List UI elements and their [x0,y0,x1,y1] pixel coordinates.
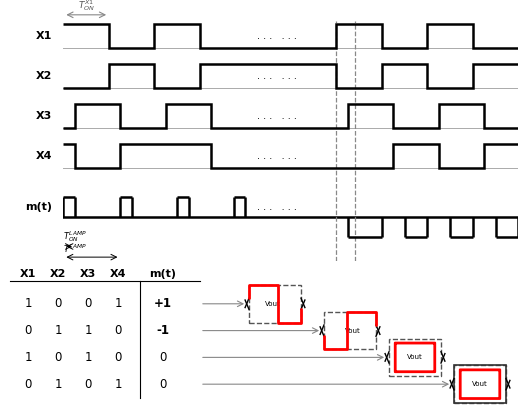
Text: 1: 1 [84,324,92,337]
Text: 0: 0 [24,324,32,337]
Text: . . .   . . .: . . . . . . [258,71,297,81]
Text: Vout: Vout [407,355,423,360]
Text: X1: X1 [20,269,36,279]
Text: . . .   . . .: . . . . . . [258,31,297,41]
Text: X2: X2 [36,71,52,81]
Text: . . .   . . .: . . . . . . [258,202,297,212]
Text: X2: X2 [50,269,66,279]
Text: 0: 0 [159,351,167,364]
Text: 1: 1 [114,378,122,391]
Text: -1: -1 [157,324,169,337]
Text: 1: 1 [54,378,62,391]
Text: +1: +1 [154,297,172,310]
Text: 0: 0 [24,378,32,391]
Text: $T^{LAMP}$: $T^{LAMP}$ [63,243,87,255]
Text: 0: 0 [54,297,62,310]
Text: . . .   . . .: . . . . . . [258,111,297,121]
Text: m(t): m(t) [150,269,177,279]
Text: 0: 0 [114,324,122,337]
Text: X4: X4 [35,151,52,161]
Text: 1: 1 [84,351,92,364]
Text: 0: 0 [54,351,62,364]
Text: $T^{LAMP}_{ON}$: $T^{LAMP}_{ON}$ [63,230,87,244]
Text: m(t): m(t) [25,202,52,212]
Text: X3: X3 [80,269,96,279]
Text: 1: 1 [114,297,122,310]
Text: 0: 0 [159,378,167,391]
Text: Vout: Vout [345,328,360,334]
Text: 0: 0 [84,378,92,391]
Text: X3: X3 [36,111,52,121]
Text: 1: 1 [24,297,32,310]
Text: 1: 1 [24,351,32,364]
Text: Vout: Vout [472,381,488,387]
Text: X1: X1 [36,31,52,41]
Text: 0: 0 [84,297,92,310]
Text: Vout: Vout [264,301,280,307]
Text: 0: 0 [114,351,122,364]
Text: . . .   . . .: . . . . . . [258,151,297,161]
Text: $T^{X1}_{ON}$: $T^{X1}_{ON}$ [78,0,95,13]
Text: X4: X4 [110,269,126,279]
Text: 1: 1 [54,324,62,337]
